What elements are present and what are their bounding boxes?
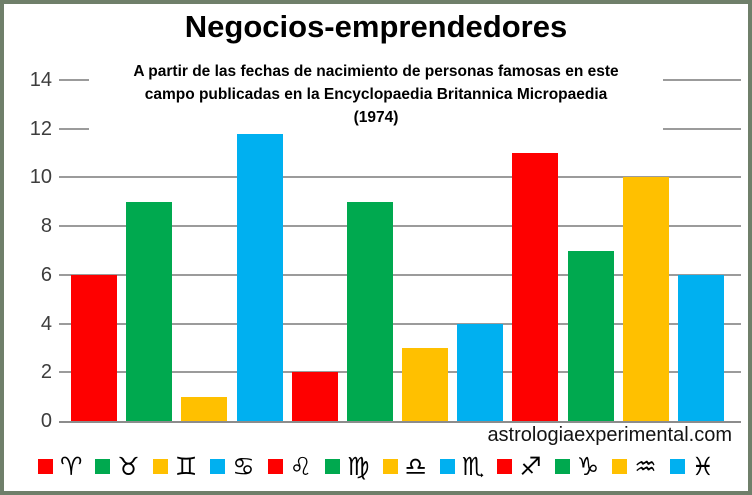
bar-sagittarius <box>512 153 559 421</box>
cancer-icon: ♋ <box>232 451 255 481</box>
legend-item-pisces: ♓ <box>669 451 715 481</box>
legend-swatch-aquarius <box>612 458 628 474</box>
chart-title: Negocios-emprendedores <box>184 9 568 44</box>
legend-swatch-taurus <box>95 458 111 474</box>
bar-libra <box>402 347 449 421</box>
bar-virgo <box>346 201 393 421</box>
y-tick-label-14: 14 <box>29 69 52 91</box>
chart-subtitle: A partir de las fechas de nacimiento de … <box>89 60 663 132</box>
legend-item-leo: ♌ <box>267 451 313 481</box>
legend-item-taurus: ♉ <box>95 451 140 481</box>
x-axis-line <box>59 421 741 423</box>
chart-subtitle-line-1: A partir de las fechas de nacimiento de … <box>133 63 619 80</box>
legend-item-libra: ♎ <box>382 451 427 481</box>
bar-aquarius <box>622 177 669 421</box>
aries-icon: ♈ <box>59 451 83 481</box>
bar-pisces <box>677 274 724 421</box>
aquarius-icon: ♒ <box>634 451 657 481</box>
plot-area <box>59 79 741 421</box>
legend: ♈ ♉ ♊ ♋ ♌ ♍ ♎ ♏ ♐ ♑ ♒ ♓ <box>4 445 748 487</box>
scorpio-icon: ♏ <box>461 451 485 481</box>
bar-leo <box>291 372 338 421</box>
sagittarius-icon: ♐ <box>519 451 542 481</box>
legend-item-virgo: ♍ <box>325 451 370 481</box>
legend-swatch-scorpio <box>439 458 455 474</box>
gridline-4 <box>59 322 741 325</box>
legend-swatch-capricorn <box>554 458 570 474</box>
legend-swatch-aries <box>37 458 53 474</box>
legend-swatch-virgo <box>325 458 341 474</box>
chart-subtitle-line-2: campo publicadas en la Encyclopaedia Bri… <box>144 86 608 103</box>
taurus-icon: ♉ <box>117 451 140 481</box>
legend-swatch-gemini <box>152 458 168 474</box>
legend-swatch-cancer <box>210 458 226 474</box>
y-tick-label-2: 2 <box>40 361 52 384</box>
y-tick-label-4: 4 <box>40 312 52 335</box>
y-tick-label-10: 10 <box>29 166 52 189</box>
libra-icon: ♎ <box>404 451 427 481</box>
leo-icon: ♌ <box>289 451 313 481</box>
bars-container <box>71 80 724 421</box>
bar-cancer <box>236 133 283 421</box>
gridline-8 <box>59 225 741 228</box>
bar-aries <box>71 274 117 421</box>
gridline-2 <box>59 371 741 374</box>
pisces-icon: ♓ <box>691 451 715 481</box>
bar-gemini <box>181 396 228 421</box>
bar-scorpio <box>457 323 504 421</box>
gridline-6 <box>59 273 741 276</box>
capricorn-icon: ♑ <box>576 451 600 481</box>
gemini-icon: ♊ <box>174 451 198 481</box>
y-tick-label-0: 0 <box>40 410 52 432</box>
legend-swatch-leo <box>267 458 283 474</box>
gridline-10 <box>59 176 741 179</box>
legend-item-sagittarius: ♐ <box>497 451 542 481</box>
virgo-icon: ♍ <box>347 451 370 481</box>
legend-item-capricorn: ♑ <box>554 451 600 481</box>
chart-subtitle-line-3: (1974) <box>353 109 399 126</box>
legend-item-gemini: ♊ <box>152 451 198 481</box>
legend-item-aries: ♈ <box>37 451 83 481</box>
legend-swatch-sagittarius <box>497 458 513 474</box>
watermark-url: astrologiaexperimental.com <box>487 424 732 446</box>
y-tick-label-12: 12 <box>29 117 52 140</box>
y-tick-label-8: 8 <box>40 215 52 238</box>
legend-swatch-libra <box>382 458 398 474</box>
bar-capricorn <box>567 250 614 421</box>
legend-swatch-pisces <box>669 458 685 474</box>
legend-item-aquarius: ♒ <box>612 451 657 481</box>
legend-item-scorpio: ♏ <box>439 451 485 481</box>
legend-item-cancer: ♋ <box>210 451 255 481</box>
bar-taurus <box>126 201 173 421</box>
y-tick-label-6: 6 <box>40 263 52 286</box>
